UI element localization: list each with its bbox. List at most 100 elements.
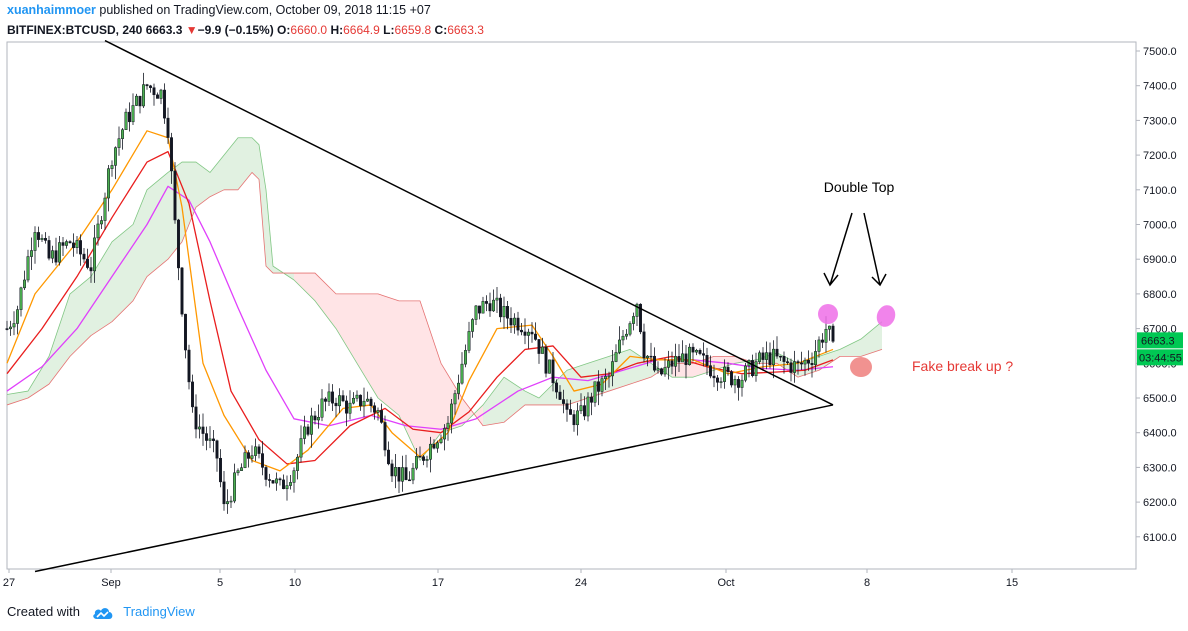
candle-body [397, 467, 401, 482]
candle-body [219, 457, 222, 483]
time-axis[interactable]: 27 Sep 5 10 17 24 Oct 8 15 [3, 569, 1018, 589]
double-top-label: Double Top [824, 179, 895, 195]
candle-body [663, 367, 667, 375]
author-name[interactable]: xuanhaimmoer [7, 3, 96, 17]
candle-body [285, 485, 289, 490]
candle-body [586, 396, 590, 417]
cloud-segment [336, 293, 357, 364]
candle-body [565, 403, 569, 410]
candle-body [26, 256, 30, 281]
cloud-segment [672, 363, 693, 378]
candle-body [313, 415, 317, 421]
price-chart[interactable]: Double Top Fake break up ? 7500.0 7400.0 73… [0, 40, 1188, 602]
candle-body [47, 240, 51, 259]
candle-body [478, 305, 481, 314]
candle-body [464, 350, 467, 365]
price-axis[interactable]: 7500.0 7400.0 7300.0 7200.0 7100.0 7000.0 6900… [1136, 46, 1183, 544]
candle-body [327, 391, 331, 402]
tradingview-brand[interactable]: TradingView [123, 604, 195, 619]
candle-body [716, 377, 719, 383]
candle-body [761, 352, 765, 360]
candle-body [740, 379, 744, 388]
candle-body [579, 405, 583, 412]
candle-body [712, 375, 716, 379]
candle-body [646, 355, 649, 359]
candle-body [492, 299, 495, 312]
candle-body [110, 165, 114, 169]
candle-body [394, 467, 397, 477]
candle-body [810, 363, 814, 365]
candle-body [138, 95, 142, 107]
candle-body [68, 241, 72, 244]
candle-body [814, 351, 817, 365]
close-value: 6663.3 [447, 23, 484, 37]
candle-body [824, 328, 828, 343]
cloud-segment [133, 189, 147, 301]
candle-body [254, 446, 257, 456]
countdown-tag [1137, 349, 1183, 366]
price-tick-label: 7500.0 [1143, 46, 1177, 58]
candle-body [436, 442, 439, 449]
candle-body [779, 355, 782, 358]
candle-body [82, 253, 86, 260]
candle-body [65, 241, 68, 246]
time-tick-label: 27 [3, 577, 15, 589]
candle-body [243, 452, 247, 468]
candle-body [121, 129, 124, 139]
candle-body [411, 467, 415, 481]
candle-body [828, 325, 831, 330]
candle-body [373, 405, 376, 413]
candle-body [768, 352, 772, 365]
candle-body [334, 402, 338, 407]
tradingview-cloud-icon[interactable] [92, 606, 114, 620]
cloud-segment [196, 162, 210, 208]
high-value: 6664.9 [343, 23, 380, 37]
candle-body [632, 316, 635, 324]
candle-body [100, 220, 103, 225]
symbol-label[interactable]: BITFINEX:BTCUSD, 240 [7, 23, 143, 37]
candle-body [639, 303, 642, 333]
candle-body [499, 297, 502, 318]
candle-body [187, 349, 191, 383]
cloud-segment [91, 241, 112, 336]
candle-body [198, 426, 201, 430]
plot-area[interactable] [6, 41, 1137, 570]
candle-body [257, 446, 261, 454]
candlesticks [5, 72, 835, 514]
cloud-segment [504, 377, 525, 423]
ichimoku-cloud [6, 137, 883, 461]
candle-body [58, 242, 61, 263]
candle-body [558, 391, 562, 400]
candle-body [51, 250, 54, 259]
candle-body [621, 335, 625, 341]
cloud-segment [539, 384, 553, 405]
top-marker-1 [818, 304, 838, 324]
candle-body [16, 309, 19, 324]
candle-body [793, 361, 796, 373]
candle-body [355, 394, 359, 399]
cloud-segment [224, 137, 238, 190]
candle-body [744, 365, 747, 381]
candle-body [93, 237, 96, 272]
candle-body [520, 329, 523, 333]
cloud-segment [525, 391, 539, 405]
candle-body [107, 168, 110, 199]
candle-body [124, 111, 128, 130]
annotations: Double Top Fake break up ? [818, 179, 1013, 377]
candle-body [628, 323, 632, 335]
candle-body [789, 362, 793, 373]
candle-body [387, 449, 390, 465]
candle-body [5, 328, 9, 330]
candle-body [205, 433, 208, 441]
candle-body [590, 396, 593, 403]
candle-body [583, 405, 586, 417]
candle-body [688, 346, 691, 366]
candle-body [684, 353, 688, 366]
candle-body [380, 410, 383, 423]
candle-body [422, 456, 425, 461]
candle-body [429, 443, 432, 460]
candle-body [40, 238, 44, 240]
candle-body [775, 348, 779, 357]
candle-body [502, 306, 506, 318]
candle-body [509, 317, 513, 326]
